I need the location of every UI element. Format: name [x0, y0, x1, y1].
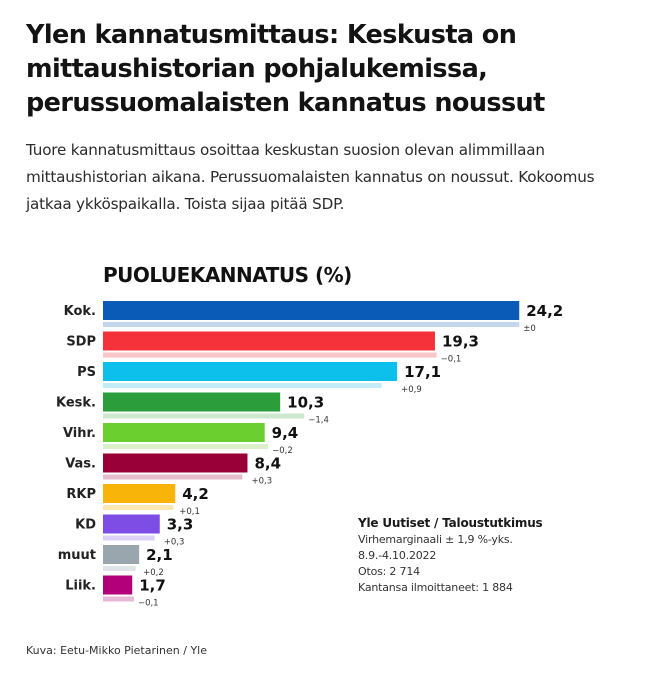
value-label: 3,3 — [167, 516, 194, 534]
value-label: 4,2 — [182, 485, 209, 503]
bar-previous — [103, 566, 136, 571]
change-label: +0,1 — [179, 507, 200, 517]
bar-previous — [103, 596, 134, 602]
change-label: ±0 — [523, 324, 536, 334]
source-sample-size: Otos: 2 714 — [358, 565, 420, 578]
source-respondents: Kantansa ilmoittaneet: 1 884 — [358, 581, 513, 594]
bar-previous — [103, 322, 520, 327]
bar-current — [103, 484, 176, 503]
value-label: 24,2 — [526, 302, 563, 320]
change-label: +0,3 — [164, 538, 185, 548]
bar-current — [103, 331, 435, 351]
party-label: Liik. — [65, 579, 96, 594]
article-headline: Ylen kannatusmittaus: Keskusta on mittau… — [26, 20, 545, 118]
party-label: PS — [77, 365, 96, 380]
value-label: 10,3 — [287, 394, 324, 412]
bar-current — [103, 545, 140, 564]
party-label: muut — [58, 548, 96, 563]
bar-current — [103, 453, 248, 473]
bar-previous — [103, 535, 155, 541]
change-label: +0,3 — [251, 477, 272, 487]
bar-current — [103, 514, 160, 534]
bar-current — [103, 575, 133, 595]
party-label: RKP — [66, 487, 96, 502]
value-label: 1,7 — [139, 577, 166, 595]
change-label: −0,1 — [138, 599, 159, 609]
party-label: Kok. — [64, 304, 96, 319]
image-caption: Kuva: Eetu-Mikko Pietarinen / Yle — [26, 644, 207, 657]
source-date-range: 8.9.-4.10.2022 — [358, 549, 437, 562]
bar-current — [103, 392, 281, 412]
source-margin-of-error: Virhemarginaali ± 1,9 %-yks. — [358, 533, 513, 546]
article-lead: Tuore kannatusmittaus osoittaa keskustan… — [26, 141, 595, 213]
bar-current — [103, 362, 398, 381]
chart-title: PUOLUEKANNATUS (%) — [103, 263, 352, 287]
change-label: −0,2 — [272, 446, 293, 456]
bar-current — [103, 423, 265, 442]
party-label: Vas. — [65, 457, 96, 472]
bar-previous — [103, 505, 174, 510]
bar-previous — [103, 383, 382, 388]
party-label: Kesk. — [56, 396, 96, 411]
bar-previous — [103, 444, 269, 449]
value-label: 2,1 — [146, 546, 173, 564]
source-title: Yle Uutiset / Taloustutkimus — [358, 516, 543, 530]
party-label: Vihr. — [63, 426, 96, 441]
party-label: SDP — [66, 335, 96, 350]
chart-source-box: Yle Uutiset / Taloustutkimus Virhemargin… — [358, 515, 618, 596]
bar-previous — [103, 474, 243, 480]
bar-previous — [103, 352, 437, 358]
party-label: KD — [75, 518, 96, 533]
bar-current — [103, 301, 520, 320]
change-label: +0,2 — [143, 568, 164, 578]
value-label: 8,4 — [254, 455, 281, 473]
change-label: +0,9 — [401, 385, 422, 395]
bar-previous — [103, 413, 305, 419]
value-label: 17,1 — [404, 363, 441, 381]
value-label: 9,4 — [272, 424, 299, 442]
value-label: 19,3 — [442, 333, 479, 351]
change-label: −1,4 — [308, 416, 329, 426]
change-label: −0,1 — [441, 355, 462, 365]
